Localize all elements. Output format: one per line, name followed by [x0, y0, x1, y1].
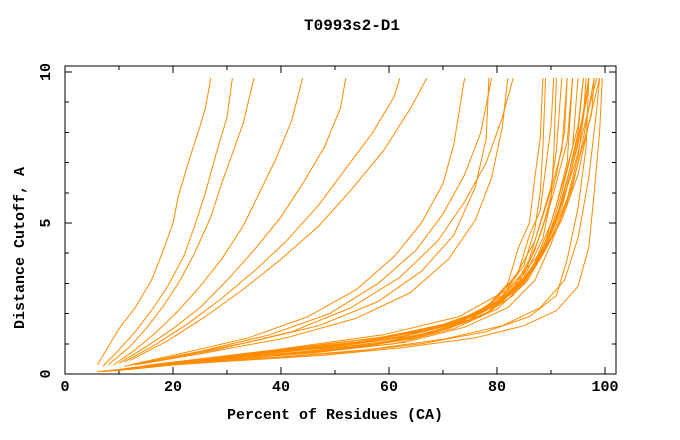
y-tick-label: 5 [38, 218, 55, 227]
x-axis-label: Percent of Residues (CA) [227, 407, 443, 424]
model-curve [124, 77, 401, 363]
tick-labels: 0 20 40 60 80 100 0 5 10 [38, 63, 619, 396]
x-tick-label: 100 [591, 379, 618, 396]
chart-title: T0993s2-D1 [304, 17, 400, 35]
x-tick-label: 20 [164, 379, 182, 396]
x-tick-label: 80 [488, 379, 506, 396]
y-tick-label: 10 [38, 63, 55, 81]
model-curve [113, 77, 555, 371]
model-curve [145, 77, 557, 367]
model-curve [140, 77, 584, 367]
model-curve [129, 77, 466, 366]
model-curve [113, 77, 304, 366]
model-curve [145, 77, 587, 366]
plot-border [64, 65, 617, 375]
model-curve [107, 77, 255, 366]
axis-ticks [65, 66, 616, 374]
model-curve [129, 77, 428, 361]
model-curve [118, 77, 584, 371]
model-curve [135, 77, 493, 365]
model-curve [151, 77, 598, 366]
model-curve [118, 77, 347, 364]
x-tick-label: 0 [60, 379, 69, 396]
model-curve [96, 77, 212, 366]
plot-frame [64, 65, 617, 375]
x-tick-label: 60 [380, 379, 398, 396]
model-curve [102, 77, 233, 367]
model-curve [97, 77, 603, 373]
model-curve [135, 77, 547, 369]
model-curve [135, 77, 509, 366]
model-curves [96, 77, 603, 373]
x-tick-label: 40 [272, 379, 290, 396]
y-tick-label: 0 [38, 369, 55, 378]
y-axis-label: Distance Cutoff, A [12, 167, 29, 329]
model-curve [124, 77, 490, 367]
model-curve [151, 77, 590, 366]
model-curve [108, 77, 601, 372]
model-curve [124, 77, 590, 371]
model-curve [156, 77, 595, 365]
model-curve [118, 77, 563, 370]
